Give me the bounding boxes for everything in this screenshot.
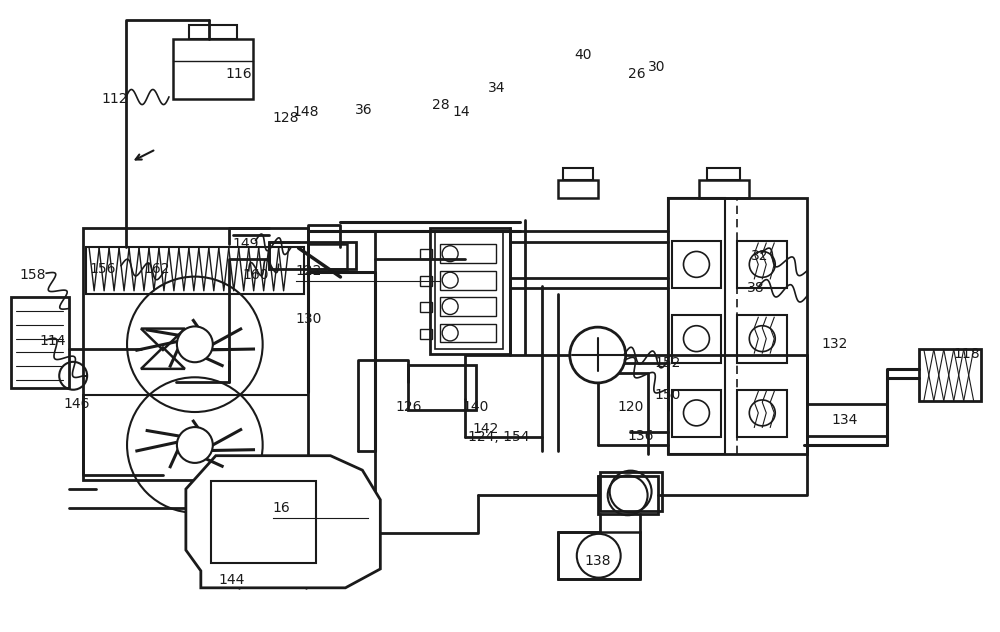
Bar <box>420 329 432 339</box>
Text: 30: 30 <box>648 61 665 75</box>
Text: 160: 160 <box>243 268 269 282</box>
Bar <box>420 249 432 259</box>
Text: 130: 130 <box>296 312 322 326</box>
Bar <box>189 25 237 39</box>
Text: 16: 16 <box>273 501 290 515</box>
Bar <box>440 297 496 316</box>
Text: 114: 114 <box>39 334 66 348</box>
Text: 32: 32 <box>751 249 769 263</box>
Circle shape <box>177 326 213 362</box>
Bar <box>440 324 496 343</box>
Bar <box>558 532 640 579</box>
Text: 144: 144 <box>219 573 245 587</box>
Text: 36: 36 <box>355 102 373 117</box>
Bar <box>737 241 787 288</box>
Text: 38: 38 <box>747 281 765 295</box>
Bar <box>563 167 593 180</box>
Text: 14: 14 <box>452 104 470 119</box>
Bar <box>598 477 658 514</box>
Text: 146: 146 <box>63 397 90 411</box>
Text: 136: 136 <box>628 428 654 442</box>
Text: 40: 40 <box>575 48 592 62</box>
Circle shape <box>570 327 626 383</box>
Text: 124, 154: 124, 154 <box>468 430 530 444</box>
Bar <box>86 246 304 294</box>
Bar <box>707 167 740 180</box>
Bar <box>420 302 432 312</box>
Bar <box>699 180 749 198</box>
Bar <box>600 472 662 511</box>
Bar <box>435 233 503 349</box>
Text: 118: 118 <box>954 347 980 361</box>
Bar <box>737 389 787 437</box>
Polygon shape <box>186 456 380 588</box>
Text: 140: 140 <box>462 400 488 414</box>
Text: 134: 134 <box>831 413 857 427</box>
Bar <box>737 315 787 363</box>
Text: 132: 132 <box>821 337 847 351</box>
Bar <box>668 198 807 454</box>
Bar <box>269 243 356 269</box>
Text: 120: 120 <box>618 400 644 414</box>
Text: 148: 148 <box>293 104 319 119</box>
Text: 26: 26 <box>628 67 645 81</box>
Text: 138: 138 <box>585 554 611 568</box>
Bar <box>11 297 69 388</box>
Bar <box>672 389 721 437</box>
Bar <box>672 241 721 288</box>
Bar <box>430 228 510 354</box>
Bar <box>211 481 316 562</box>
Text: 158: 158 <box>19 268 46 282</box>
Text: 156: 156 <box>89 262 116 276</box>
Text: 112: 112 <box>101 92 128 106</box>
Bar <box>440 270 496 289</box>
Bar <box>919 349 981 401</box>
Bar <box>440 245 496 263</box>
Bar <box>558 180 598 198</box>
Circle shape <box>177 427 213 463</box>
Text: 28: 28 <box>432 98 450 112</box>
Text: 34: 34 <box>488 82 506 95</box>
Text: 152: 152 <box>655 356 681 370</box>
Text: 128: 128 <box>273 111 299 125</box>
Bar <box>668 198 725 454</box>
Text: 149: 149 <box>233 236 259 251</box>
Bar <box>408 365 476 410</box>
Text: 126: 126 <box>395 400 422 414</box>
Bar <box>308 244 347 269</box>
Bar <box>83 228 308 480</box>
Text: 150: 150 <box>655 387 681 402</box>
Bar <box>672 315 721 363</box>
Text: 116: 116 <box>226 67 252 81</box>
Text: 142: 142 <box>472 422 498 436</box>
Bar <box>173 39 253 99</box>
Text: 162: 162 <box>143 262 169 276</box>
Bar <box>420 276 432 286</box>
Text: 122: 122 <box>296 264 322 277</box>
